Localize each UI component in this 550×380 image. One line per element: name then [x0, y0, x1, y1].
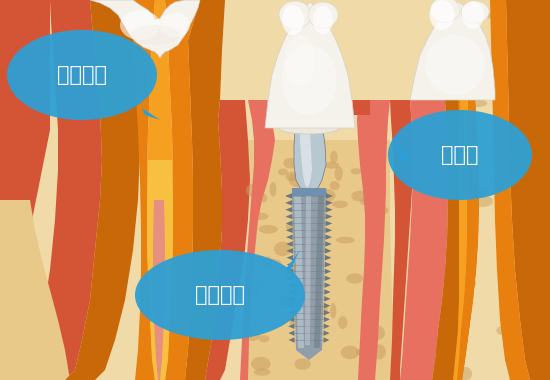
Polygon shape: [153, 200, 165, 380]
Ellipse shape: [316, 302, 328, 318]
Polygon shape: [130, 100, 160, 120]
Ellipse shape: [313, 6, 333, 34]
Polygon shape: [287, 255, 293, 260]
Polygon shape: [326, 207, 333, 212]
Text: 크라운: 크라운: [441, 145, 478, 165]
Ellipse shape: [332, 201, 348, 208]
Ellipse shape: [458, 367, 472, 380]
Polygon shape: [287, 269, 293, 274]
Polygon shape: [248, 100, 370, 115]
Polygon shape: [305, 196, 311, 345]
Ellipse shape: [294, 289, 309, 299]
Polygon shape: [288, 289, 294, 295]
Ellipse shape: [462, 1, 484, 29]
Polygon shape: [294, 196, 304, 348]
Polygon shape: [324, 310, 330, 315]
Ellipse shape: [436, 264, 455, 279]
Ellipse shape: [498, 26, 510, 32]
Ellipse shape: [449, 305, 460, 320]
Polygon shape: [147, 160, 173, 380]
Polygon shape: [395, 140, 410, 165]
Ellipse shape: [324, 162, 339, 169]
Ellipse shape: [285, 171, 301, 181]
Ellipse shape: [262, 259, 282, 266]
Ellipse shape: [259, 335, 270, 342]
Polygon shape: [185, 0, 225, 380]
Polygon shape: [289, 337, 295, 343]
Polygon shape: [287, 248, 293, 253]
Ellipse shape: [279, 122, 339, 134]
Ellipse shape: [250, 282, 265, 288]
Ellipse shape: [424, 359, 445, 371]
Polygon shape: [288, 323, 294, 329]
Polygon shape: [265, 2, 355, 128]
Polygon shape: [325, 234, 332, 240]
Ellipse shape: [529, 94, 546, 110]
Ellipse shape: [316, 189, 336, 203]
Ellipse shape: [320, 246, 326, 252]
Polygon shape: [286, 234, 293, 240]
Polygon shape: [288, 303, 294, 309]
Ellipse shape: [247, 264, 259, 271]
Ellipse shape: [329, 181, 340, 190]
Polygon shape: [325, 248, 332, 253]
Ellipse shape: [270, 182, 277, 196]
Polygon shape: [205, 100, 250, 380]
Polygon shape: [325, 241, 332, 247]
Polygon shape: [286, 228, 293, 233]
Polygon shape: [285, 221, 293, 226]
Polygon shape: [324, 296, 331, 302]
Ellipse shape: [410, 222, 424, 228]
Ellipse shape: [278, 169, 288, 175]
Polygon shape: [285, 207, 292, 212]
Ellipse shape: [528, 292, 546, 299]
Polygon shape: [390, 0, 550, 380]
Polygon shape: [453, 100, 468, 380]
Polygon shape: [0, 0, 50, 380]
Polygon shape: [285, 200, 292, 206]
Polygon shape: [326, 193, 333, 199]
Ellipse shape: [338, 316, 348, 329]
Ellipse shape: [430, 0, 454, 30]
Polygon shape: [325, 255, 332, 260]
Ellipse shape: [461, 1, 489, 23]
Polygon shape: [323, 337, 329, 343]
Ellipse shape: [120, 10, 160, 40]
Ellipse shape: [531, 146, 543, 158]
Ellipse shape: [528, 222, 542, 232]
Ellipse shape: [283, 158, 298, 168]
Polygon shape: [65, 0, 140, 380]
Ellipse shape: [341, 345, 359, 359]
Ellipse shape: [282, 5, 304, 35]
Ellipse shape: [330, 303, 336, 318]
Polygon shape: [285, 250, 300, 272]
Ellipse shape: [7, 30, 157, 120]
Ellipse shape: [521, 303, 539, 317]
Ellipse shape: [160, 13, 190, 38]
Ellipse shape: [261, 194, 267, 203]
Polygon shape: [130, 0, 200, 380]
Ellipse shape: [245, 328, 261, 341]
Ellipse shape: [309, 322, 318, 333]
Polygon shape: [147, 0, 173, 380]
Ellipse shape: [135, 250, 305, 340]
Ellipse shape: [360, 198, 368, 205]
Polygon shape: [326, 221, 332, 226]
Ellipse shape: [448, 224, 461, 236]
Polygon shape: [30, 0, 102, 380]
Polygon shape: [0, 200, 70, 380]
Ellipse shape: [274, 242, 292, 256]
Ellipse shape: [334, 166, 343, 181]
Ellipse shape: [286, 268, 294, 281]
Ellipse shape: [356, 349, 366, 355]
Ellipse shape: [438, 247, 453, 254]
Ellipse shape: [254, 369, 271, 376]
Ellipse shape: [350, 168, 362, 174]
Ellipse shape: [294, 358, 311, 370]
Polygon shape: [323, 330, 329, 336]
Ellipse shape: [388, 110, 532, 200]
Polygon shape: [294, 130, 326, 190]
Ellipse shape: [368, 252, 376, 265]
Ellipse shape: [351, 191, 370, 201]
